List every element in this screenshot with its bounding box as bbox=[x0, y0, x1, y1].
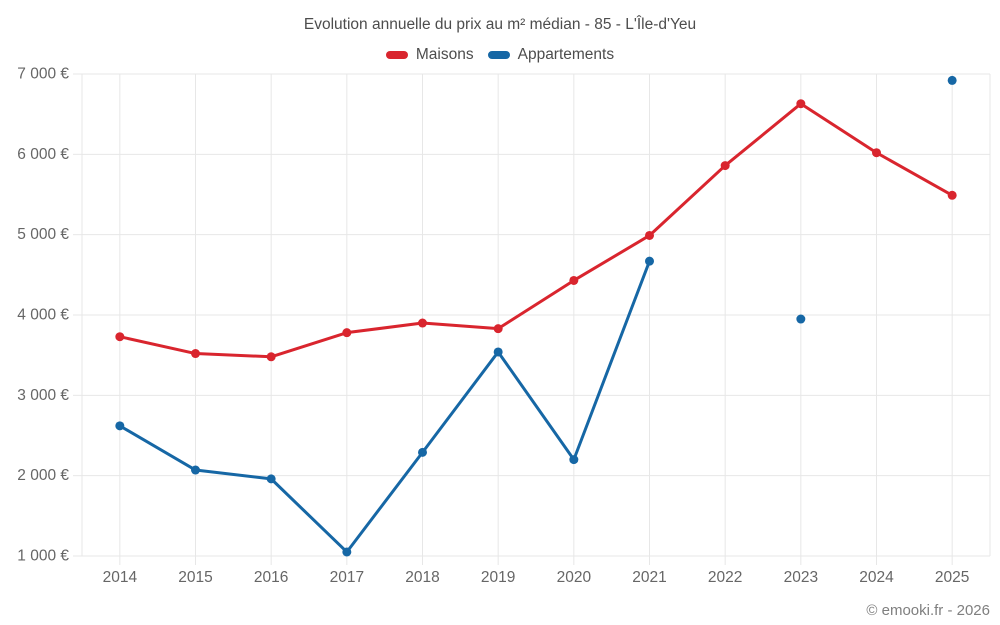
x-tick-label: 2018 bbox=[405, 569, 439, 586]
x-tick-label: 2019 bbox=[481, 569, 515, 586]
maisons-point-2020[interactable] bbox=[569, 275, 579, 285]
appartements-point-2016[interactable] bbox=[266, 474, 276, 484]
appartements-point-2018[interactable] bbox=[418, 447, 427, 457]
maisons-point-2025[interactable] bbox=[947, 190, 957, 200]
x-tick-label: 2023 bbox=[784, 569, 818, 586]
chart-series bbox=[115, 75, 957, 557]
y-tick-label: 5 000 € bbox=[17, 226, 69, 243]
legend-label-maisons: Maisons bbox=[415, 46, 474, 63]
chart-axes: 1 000 € 2 000 € 3 000 € 4 000 € 5 000 € 6 000… bbox=[17, 66, 969, 587]
x-tick-label: 2022 bbox=[708, 569, 742, 586]
maisons-point-2023[interactable] bbox=[796, 99, 806, 109]
x-tick-label: 2017 bbox=[330, 569, 364, 586]
x-tick-label: 2016 bbox=[254, 569, 288, 586]
chart-grid bbox=[81, 73, 991, 557]
x-tick-label: 2020 bbox=[557, 569, 592, 586]
maisons-point-2016[interactable] bbox=[266, 352, 276, 362]
appartements-point-2019[interactable] bbox=[493, 347, 503, 357]
y-tick-label: 1 000 € bbox=[17, 548, 69, 565]
copyright-credit-link[interactable]: © emooki.fr - 2026 bbox=[866, 602, 990, 619]
x-tick-label: 2025 bbox=[935, 569, 969, 586]
x-tick-label: 2014 bbox=[103, 569, 138, 586]
maisons-point-2017[interactable] bbox=[342, 328, 352, 338]
appartements-point-2014[interactable] bbox=[115, 421, 125, 431]
y-tick-label: 2 000 € bbox=[17, 467, 69, 484]
appartements-point-2015[interactable] bbox=[191, 465, 200, 475]
maisons-point-2022[interactable] bbox=[720, 161, 730, 171]
maisons-swatch-icon bbox=[385, 51, 408, 59]
appartements-point-2025[interactable] bbox=[947, 75, 957, 85]
maisons-point-2019[interactable] bbox=[493, 324, 503, 334]
chart-legend: Maisons Appartements bbox=[0, 46, 1000, 64]
appartements-point-2023[interactable] bbox=[796, 314, 806, 324]
appartements-series bbox=[115, 75, 957, 557]
maisons-point-2015[interactable] bbox=[191, 349, 200, 359]
x-tick-label: 2024 bbox=[859, 569, 894, 586]
x-tick-label: 2021 bbox=[632, 569, 666, 586]
appartements-line bbox=[118, 259, 651, 554]
y-tick-label: 7 000 € bbox=[17, 66, 69, 83]
maisons-point-2018[interactable] bbox=[418, 318, 427, 328]
maisons-point-2014[interactable] bbox=[115, 332, 125, 342]
x-tick-label: 2015 bbox=[178, 569, 212, 586]
maisons-series bbox=[115, 99, 957, 362]
appartements-point-2017[interactable] bbox=[342, 547, 352, 557]
legend-label-appartements: Appartements bbox=[517, 46, 615, 63]
legend-item-appartements[interactable]: Appartements bbox=[487, 46, 615, 64]
appartements-point-2021[interactable] bbox=[645, 256, 654, 266]
y-tick-label: 3 000 € bbox=[17, 387, 69, 404]
appartements-point-2020[interactable] bbox=[569, 455, 579, 465]
chart-title: Evolution annuelle du prix au m² médian … bbox=[303, 16, 697, 33]
appartements-swatch-icon bbox=[487, 51, 510, 59]
maisons-point-2021[interactable] bbox=[645, 230, 654, 240]
maisons-line bbox=[118, 102, 954, 359]
maisons-point-2024[interactable] bbox=[872, 148, 881, 158]
legend-item-maisons[interactable]: Maisons bbox=[385, 46, 474, 64]
y-tick-label: 4 000 € bbox=[17, 307, 69, 324]
y-tick-label: 6 000 € bbox=[17, 146, 69, 163]
